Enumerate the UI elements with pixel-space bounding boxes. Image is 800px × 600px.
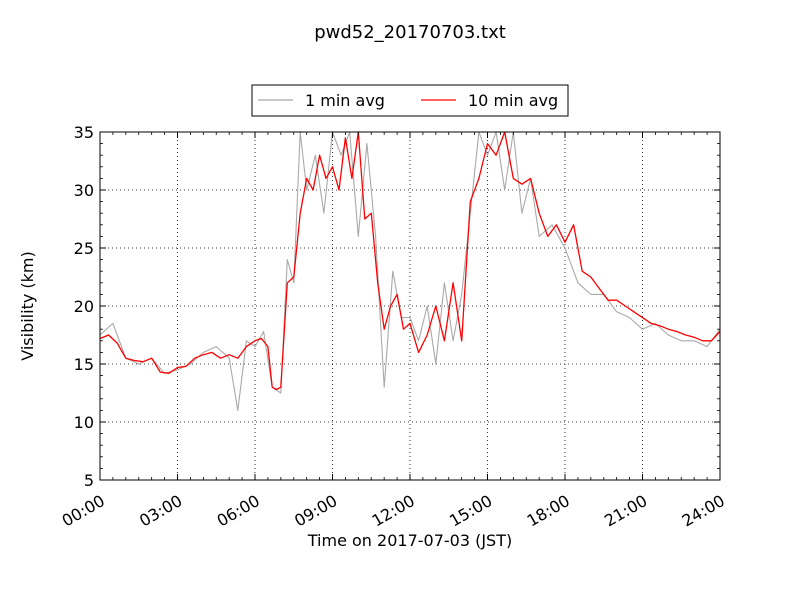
y-tick-label: 10 <box>74 413 94 432</box>
grid <box>100 132 720 480</box>
y-tick-label: 20 <box>74 297 94 316</box>
legend-box <box>251 84 569 117</box>
legend: 1 min avg 10 min avg <box>251 84 569 117</box>
y-tick-label: 15 <box>74 355 94 374</box>
y-tick-label: 25 <box>74 239 94 258</box>
y-axis-label: Visibility (km) <box>18 251 37 360</box>
y-tick-label: 5 <box>84 471 94 490</box>
legend-label-1-min-avg: 1 min avg <box>305 91 385 110</box>
legend-label-10-min-avg: 10 min avg <box>468 91 558 110</box>
x-axis-label: Time on 2017-07-03 (JST) <box>307 531 512 550</box>
series-line-10-min-avg <box>100 132 720 391</box>
series-layer <box>100 132 720 411</box>
y-tick-label: 30 <box>74 181 94 200</box>
y-tick-label: 35 <box>74 123 94 142</box>
chart-title: pwd52_20170703.txt <box>314 22 506 43</box>
